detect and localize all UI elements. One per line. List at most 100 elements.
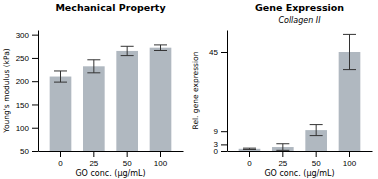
y-axis-title: Rel. gene expression xyxy=(191,51,200,129)
chart-panel: 0394502550100GO conc. (μg/mL)Rel. gene e… xyxy=(191,2,373,178)
error-line xyxy=(316,125,317,136)
tick-mark xyxy=(32,151,38,152)
error-bar xyxy=(154,45,167,51)
error-cap xyxy=(276,143,289,144)
error-cap xyxy=(54,82,67,83)
x-axis: 0 25 50 100 xyxy=(39,151,184,168)
error-cap xyxy=(87,59,100,60)
tick: 250 xyxy=(16,54,38,63)
tick-mark xyxy=(221,151,227,152)
tick-mark xyxy=(127,151,128,157)
error-bar xyxy=(87,60,100,73)
x-axis: 0 25 50 100 xyxy=(228,151,373,168)
tick: 45 xyxy=(209,48,227,57)
bar xyxy=(116,51,138,151)
title: Mechanical Property xyxy=(55,2,166,13)
error-bar xyxy=(243,148,256,149)
tick-label: 300 xyxy=(16,31,30,40)
tick: 25 xyxy=(278,151,287,168)
plot-area xyxy=(239,34,361,151)
tick: 150 xyxy=(16,101,38,110)
bar xyxy=(50,77,72,151)
chart-panel: 50 100 150 200 250 300 0 25 50 100 GO conc. (μg/mL… xyxy=(2,2,184,178)
error-cap xyxy=(343,34,356,35)
plot-area xyxy=(50,45,172,151)
error-cap xyxy=(310,135,323,136)
error-cap xyxy=(154,50,167,51)
tick-mark xyxy=(160,151,161,157)
error-bar xyxy=(310,125,323,136)
tick: 100 xyxy=(16,124,38,133)
bar xyxy=(239,149,261,151)
tick-label: 9 xyxy=(214,127,219,136)
error-cap xyxy=(87,72,100,73)
tick-mark xyxy=(93,151,94,157)
x-axis-title: GO conc. (μg/mL) xyxy=(75,169,145,178)
tick-label: 25 xyxy=(89,159,98,168)
tick: 25 xyxy=(89,151,98,168)
tick-mark xyxy=(32,81,38,82)
tick-label: 45 xyxy=(209,48,218,57)
tick-label: 0 xyxy=(58,159,63,168)
error-line xyxy=(93,60,94,73)
tick-label: 200 xyxy=(16,77,30,86)
error-line xyxy=(127,46,128,55)
axis-line xyxy=(227,31,228,152)
tick-mark xyxy=(221,52,227,53)
axis-line xyxy=(38,31,39,152)
error-cap xyxy=(121,46,134,47)
tick-label: 100 xyxy=(343,159,357,168)
error-bar xyxy=(54,71,67,82)
y-axis: 03945 xyxy=(209,31,227,157)
tick-label: 50 xyxy=(312,159,321,168)
tick-label: 50 xyxy=(123,159,132,168)
tick-mark xyxy=(316,151,317,157)
tick: 50 xyxy=(123,151,132,168)
tick-label: 150 xyxy=(16,101,30,110)
tick-mark xyxy=(32,128,38,129)
error-cap xyxy=(276,150,289,151)
tick-label: 0 xyxy=(247,159,252,168)
tick-label: 100 xyxy=(154,159,168,168)
tick-label: 25 xyxy=(278,159,287,168)
tick: 9 xyxy=(214,127,227,136)
tick: 50 xyxy=(312,151,321,168)
error-cap xyxy=(243,149,256,150)
tick: 0 xyxy=(58,151,63,168)
tick-label: 3 xyxy=(214,140,219,149)
error-cap xyxy=(54,70,67,71)
tick-mark xyxy=(221,144,227,145)
tick-mark xyxy=(221,131,227,132)
tick: 3 xyxy=(214,140,227,149)
bar xyxy=(83,66,105,151)
error-cap xyxy=(154,44,167,45)
title: Gene Expression xyxy=(255,2,344,13)
error-line xyxy=(160,45,161,51)
tick-mark xyxy=(249,151,250,157)
tick-mark xyxy=(282,151,283,157)
tick-label: 100 xyxy=(16,124,30,133)
error-line xyxy=(349,34,350,69)
error-line xyxy=(282,144,283,151)
bar xyxy=(150,48,172,151)
tick-label: 50 xyxy=(20,147,29,156)
tick: 100 xyxy=(154,151,168,168)
tick-mark xyxy=(32,35,38,36)
tick-mark xyxy=(32,58,38,59)
error-cap xyxy=(310,124,323,125)
subtitle: Collagen II xyxy=(278,16,321,25)
tick: 200 xyxy=(16,77,38,86)
error-cap xyxy=(243,148,256,149)
tick: 300 xyxy=(16,31,38,40)
tick: 50 xyxy=(20,147,38,156)
error-cap xyxy=(343,69,356,70)
y-axis-title: Young's modulus (kPa) xyxy=(2,48,11,133)
error-cap xyxy=(121,55,134,56)
tick-label: 250 xyxy=(16,54,30,63)
tick: 100 xyxy=(343,151,357,168)
figure: 5010015020025030002550100GO conc. (μg/mL… xyxy=(0,0,378,179)
y-axis: 50 100 150 200 250 300 xyxy=(16,31,39,157)
tick: 0 xyxy=(247,151,252,168)
tick-mark xyxy=(32,104,38,105)
error-bar xyxy=(276,144,289,151)
